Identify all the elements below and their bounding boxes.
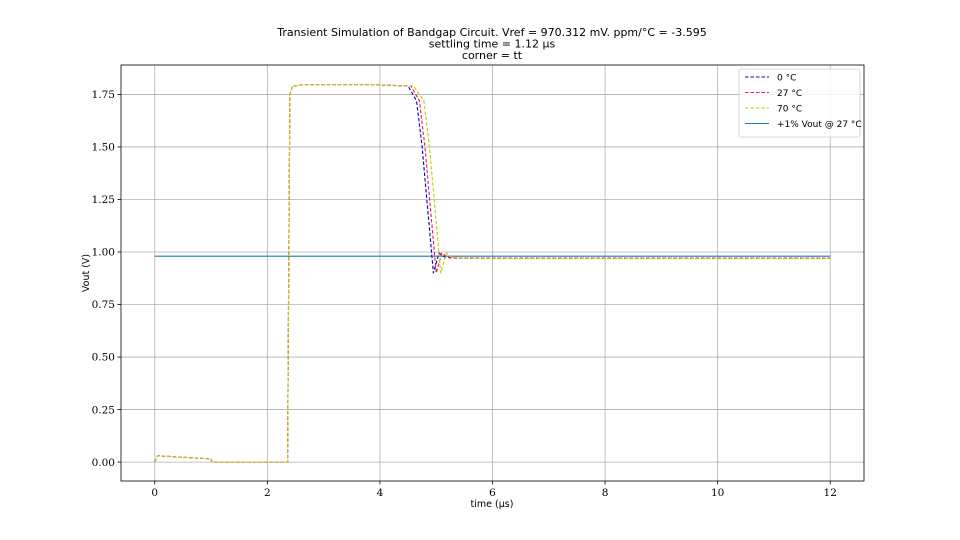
chart-title: Transient Simulation of Bandgap Circuit.…: [276, 26, 706, 62]
x-tick-label: 8: [602, 487, 609, 499]
y-tick-label: 1.50: [92, 142, 115, 154]
title-line: Transient Simulation of Bandgap Circuit.…: [276, 26, 706, 39]
y-tick-label: 0.75: [92, 299, 115, 311]
y-tick-label: 1.75: [92, 89, 115, 101]
ticks: 0 2 4 6 8 10 12 0.00 0.25 0.50 0.75 1.00 1.25 1.50 1.7…: [92, 89, 837, 499]
legend-label: 27 °C: [777, 89, 802, 99]
grid: [121, 65, 864, 481]
series-group: [154, 84, 831, 463]
title-line: corner = tt: [462, 49, 523, 62]
x-tick-label: 2: [264, 487, 271, 499]
y-tick-label: 0.25: [92, 404, 115, 416]
legend-label: 70 °C: [777, 104, 802, 114]
y-tick-label: 1.00: [92, 247, 115, 259]
x-axis-label: time (μs): [471, 499, 514, 510]
series-line: [154, 84, 831, 463]
y-tick-label: 1.25: [92, 194, 115, 206]
y-axis-label: Vout (V): [81, 254, 92, 292]
legend-box: [738, 68, 861, 138]
x-tick-label: 0: [151, 487, 158, 499]
title-line: settling time = 1.12 μs: [429, 38, 556, 51]
legend-label: 0 °C: [777, 73, 796, 83]
x-tick-label: 4: [377, 487, 384, 499]
x-tick-label: 6: [489, 487, 496, 499]
x-tick-label: 10: [711, 487, 724, 499]
legend-label: +1% Vout @ 27 °C: [777, 120, 862, 130]
x-tick-label: 12: [824, 487, 837, 499]
legend: 0 °C 27 °C 70 °C +1% Vout @ 27 °C: [738, 68, 862, 138]
y-tick-label: 0.50: [92, 352, 115, 364]
y-tick-label: 0.00: [92, 457, 115, 469]
